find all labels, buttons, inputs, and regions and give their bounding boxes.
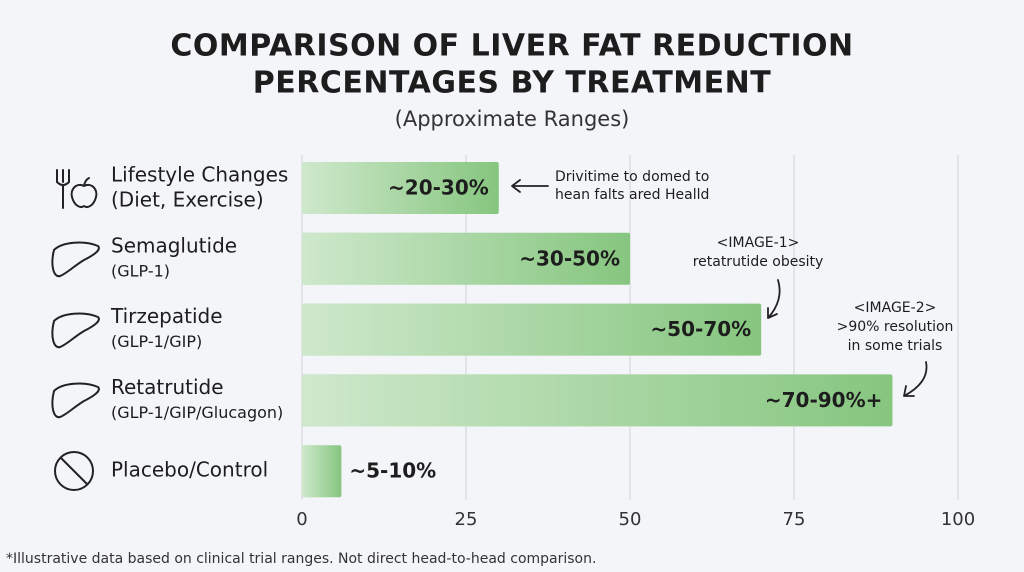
value-label: ~5-10%: [349, 459, 436, 483]
annotation: >90% resolution: [837, 319, 954, 335]
bar-shade: [302, 303, 762, 356]
icon-liver: [51, 241, 100, 278]
x-tick-label: 25: [455, 509, 478, 530]
category-detail: (GLP-1): [111, 261, 170, 280]
icon-lifestyle: [56, 169, 98, 209]
chart-title: COMPARISON OF LIVER FAT REDUCTION: [170, 29, 853, 64]
annotation: hean falts ared Healld: [555, 187, 709, 203]
category-label: Placebo/Control: [111, 458, 268, 482]
x-tick-label: 100: [941, 509, 975, 530]
value-label: ~70-90%+: [765, 388, 883, 412]
category-label: Lifestyle Changes: [111, 163, 288, 187]
category-label: Tirzepatide: [110, 304, 223, 328]
icon-liver: [51, 312, 100, 349]
bar-shade: [302, 374, 893, 427]
category-detail: (GLP-1/GIP/Glucagon): [111, 403, 283, 422]
value-label: ~20-30%: [388, 176, 489, 200]
annotation: <IMAGE-2>: [854, 300, 937, 316]
value-label: ~50-70%: [650, 317, 751, 341]
x-tick-label: 75: [783, 509, 806, 530]
annotation: retatrutide obesity: [693, 254, 824, 270]
annotation: <IMAGE-1>: [717, 235, 800, 251]
bar-shade: [302, 162, 499, 214]
chart-subtitle: (Approximate Ranges): [395, 107, 630, 131]
annotation-arrow: [767, 279, 781, 319]
x-tick-label: 0: [296, 509, 307, 530]
category-detail: (Diet, Exercise): [111, 188, 264, 212]
bar-shade: [302, 232, 630, 285]
value-label: ~30-50%: [519, 246, 620, 270]
icon-liver: [51, 382, 100, 419]
annotation-arrow: [511, 179, 549, 193]
category-label: Retatrutide: [111, 375, 224, 399]
annotation: in some trials: [848, 338, 943, 354]
annotation-arrow: [903, 361, 928, 397]
x-tick-label: 50: [619, 509, 642, 530]
chart-title: PERCENTAGES BY TREATMENT: [253, 66, 771, 101]
icon-no: [54, 451, 94, 491]
footnote: *Illustrative data based on clinical tri…: [6, 551, 596, 567]
category-label: Semaglutide: [111, 233, 237, 257]
bar-shade: [302, 445, 342, 498]
annotation: Drivitime to domed to: [555, 169, 709, 185]
category-detail: (GLP-1/GIP): [111, 332, 202, 351]
